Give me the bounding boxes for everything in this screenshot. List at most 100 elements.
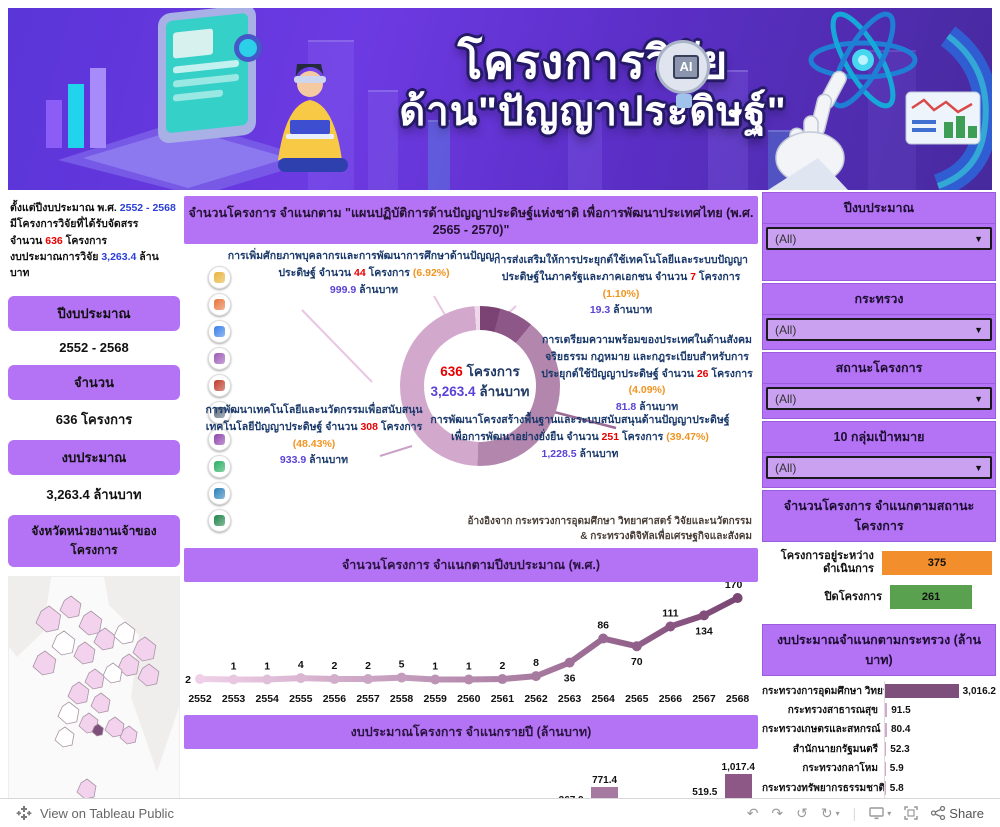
line-point-2557[interactable] (363, 674, 373, 685)
target-group-icon-1[interactable] (208, 266, 231, 289)
line-value-label: 1 (432, 661, 438, 673)
line-point-2556[interactable] (329, 674, 340, 685)
fullscreen-button[interactable] (904, 806, 919, 820)
line-point-2565[interactable] (631, 641, 642, 652)
line-chart-canvas[interactable]: 2 2552 1 2553 1 2554 4 2555 2 2556 2 2557 5 2558 1 2559… (184, 579, 758, 710)
line-point-2561[interactable] (497, 674, 508, 685)
ministry-row-1[interactable]: กระทรวงการอุดมศึกษา วิทยา.. 3,016.2 (762, 681, 996, 701)
annotation-percent: (4.09%) (628, 384, 666, 397)
line-point-2568[interactable] (732, 593, 743, 603)
ministry-row-4[interactable]: สำนักนายกรัฐมนตรี 52.3 (762, 739, 996, 759)
chevron-down-icon: ▼ (974, 393, 983, 404)
line-point-2558[interactable] (396, 672, 407, 683)
target-group-icon-6[interactable] (208, 401, 231, 424)
ministry-value: 80.4 (890, 724, 911, 736)
line-year-label: 2561 (491, 693, 515, 705)
donut-center-label: 636 โครงการ 3,263.4 ล้านบาท (430, 364, 530, 400)
ministry-label: กระทรวงกลาโหม (802, 763, 878, 775)
line-point-2567[interactable] (699, 610, 709, 621)
line-value-label: 4 (298, 659, 304, 671)
undo-button[interactable]: ↶ (746, 804, 759, 821)
annotation-technology-innovation: การพัฒนาเทคโนโลยีและนวัตกรรมเพื่อสนับสนุ… (205, 404, 423, 467)
building-silhouette (428, 120, 450, 190)
annotation-budget: 1,228.5 (541, 447, 577, 460)
line-point-2553[interactable] (228, 674, 239, 685)
building-silhouette (708, 70, 748, 190)
line-point-2564[interactable] (598, 633, 609, 644)
projects-by-year-line-chart[interactable]: 2 2552 1 2553 1 2554 4 2555 2 2556 2 2557 5 2558 1 2559… (184, 579, 758, 715)
device-layout-button[interactable]: ▾ (869, 806, 891, 820)
ministry-bar[interactable] (885, 761, 886, 776)
line-point-2559[interactable] (430, 674, 441, 685)
status-label: โครงการอยู่ระหว่างดำเนินการ (780, 550, 874, 576)
fiscal-year-filter-dropdown[interactable]: (All) ▼ (766, 227, 992, 250)
ministry-bar[interactable] (885, 722, 887, 737)
annotation-count: 251 (601, 430, 620, 443)
redo-button[interactable]: ↷ (771, 804, 784, 821)
target-group-icon-2[interactable] (208, 293, 231, 316)
budget-bar-value: 1,017.4 (721, 762, 755, 773)
ministry-row-3[interactable]: กระทรวงเกษตรและสหกรณ์ 80.4 (762, 720, 996, 740)
target-group-icon-7[interactable] (208, 428, 231, 451)
line-point-2554[interactable] (262, 674, 273, 685)
card-value-fiscal-year: 2552 - 2568 (59, 340, 129, 356)
thailand-province-map[interactable]: © Mapbox © OSM (8, 576, 180, 827)
revert-button[interactable]: ↺ (796, 804, 808, 821)
ministry-filter-dropdown[interactable]: (All) ▼ (766, 318, 992, 341)
ai-bulb-icon: AI (656, 40, 710, 94)
plan-donut-chart[interactable]: 636 โครงการ 3,263.4 ล้านบาท (400, 306, 560, 466)
refresh-button[interactable]: ↻ ▾ (820, 804, 840, 821)
ai-bulb-base (676, 94, 692, 108)
line-year-label: 2560 (457, 693, 481, 705)
building-silhouette (368, 90, 398, 190)
status-bar[interactable]: 261 (890, 585, 973, 610)
line-point-2552[interactable] (195, 674, 205, 685)
target-group-icon-column (208, 266, 234, 536)
summary-line2: มีโครงการวิจัยที่ได้รับจัดสรร (10, 218, 139, 231)
target-group-icon-8[interactable] (208, 455, 231, 478)
ministry-bar[interactable] (885, 781, 886, 796)
view-on-tableau-link[interactable]: View on Tableau Public (16, 805, 174, 821)
line-point-2566[interactable] (665, 621, 676, 632)
line-year-label: 2557 (356, 693, 380, 705)
annotation-budget: 81.8 (615, 401, 637, 414)
target-group-icon-3[interactable] (208, 320, 231, 343)
line-value-label: 1 (264, 661, 270, 673)
annotation-count: 26 (696, 367, 709, 380)
line-point-2560[interactable] (463, 674, 474, 685)
line-year-label: 2565 (625, 693, 649, 705)
ministry-row-2[interactable]: กระทรวงสาธารณสุข 91.5 (762, 700, 996, 721)
line-value-label: 1 (466, 661, 472, 673)
ministry-bar[interactable] (884, 684, 959, 699)
target-group-icon-9[interactable] (208, 482, 231, 505)
status-row-2: ปิดโครงการ 261 (762, 585, 992, 610)
building-silhouette (568, 100, 602, 190)
target-group-icon-4[interactable] (208, 347, 231, 370)
line-value-label: 170 (725, 582, 743, 591)
robot-hand-atom-illustration (768, 11, 992, 190)
ministry-row-5[interactable]: กระทรวงกลาโหม 5.9 (762, 758, 996, 779)
ministry-bar[interactable] (885, 703, 888, 718)
line-point-2563[interactable] (564, 657, 575, 668)
summary-line1: ตั้งแต่ปีงบประมาณ พ.ศ. (10, 202, 117, 214)
line-point-2562[interactable] (531, 671, 541, 682)
status-filter-dropdown[interactable]: (All) ▼ (766, 387, 992, 410)
line-point-2555[interactable] (295, 673, 306, 684)
target-group-icon-10[interactable] (208, 509, 231, 532)
filter-group-ministry: กระทรวง (All) ▼ (762, 283, 996, 350)
annotation-percent: (1.10%) (602, 287, 640, 300)
summary-count: 636 (45, 234, 63, 247)
line-chart-header: จำนวนโครงการ จำแนกตามปีงบประมาณ (พ.ศ.) (184, 548, 758, 582)
chevron-down-icon: ▼ (974, 233, 983, 244)
target-group-icon-5[interactable] (208, 374, 231, 397)
ministry-row-6[interactable]: กระทรวงทรัพยากรธรรมชาติ.. 5.8 (762, 778, 996, 798)
annotation-capability-development: การเพิ่มศักยภาพบุคลากรและการพัฒนาการศึกษ… (227, 250, 501, 296)
ministry-filter-label: กระทรวง (762, 283, 996, 315)
status-bar[interactable]: 375 (881, 551, 992, 576)
target-group-filter-dropdown[interactable]: (All) ▼ (766, 456, 992, 479)
ministry-bar[interactable] (885, 742, 887, 757)
share-button[interactable]: Share (931, 806, 984, 821)
annotation-budget: 999.9 (329, 283, 357, 296)
map-canvas[interactable] (9, 577, 179, 827)
